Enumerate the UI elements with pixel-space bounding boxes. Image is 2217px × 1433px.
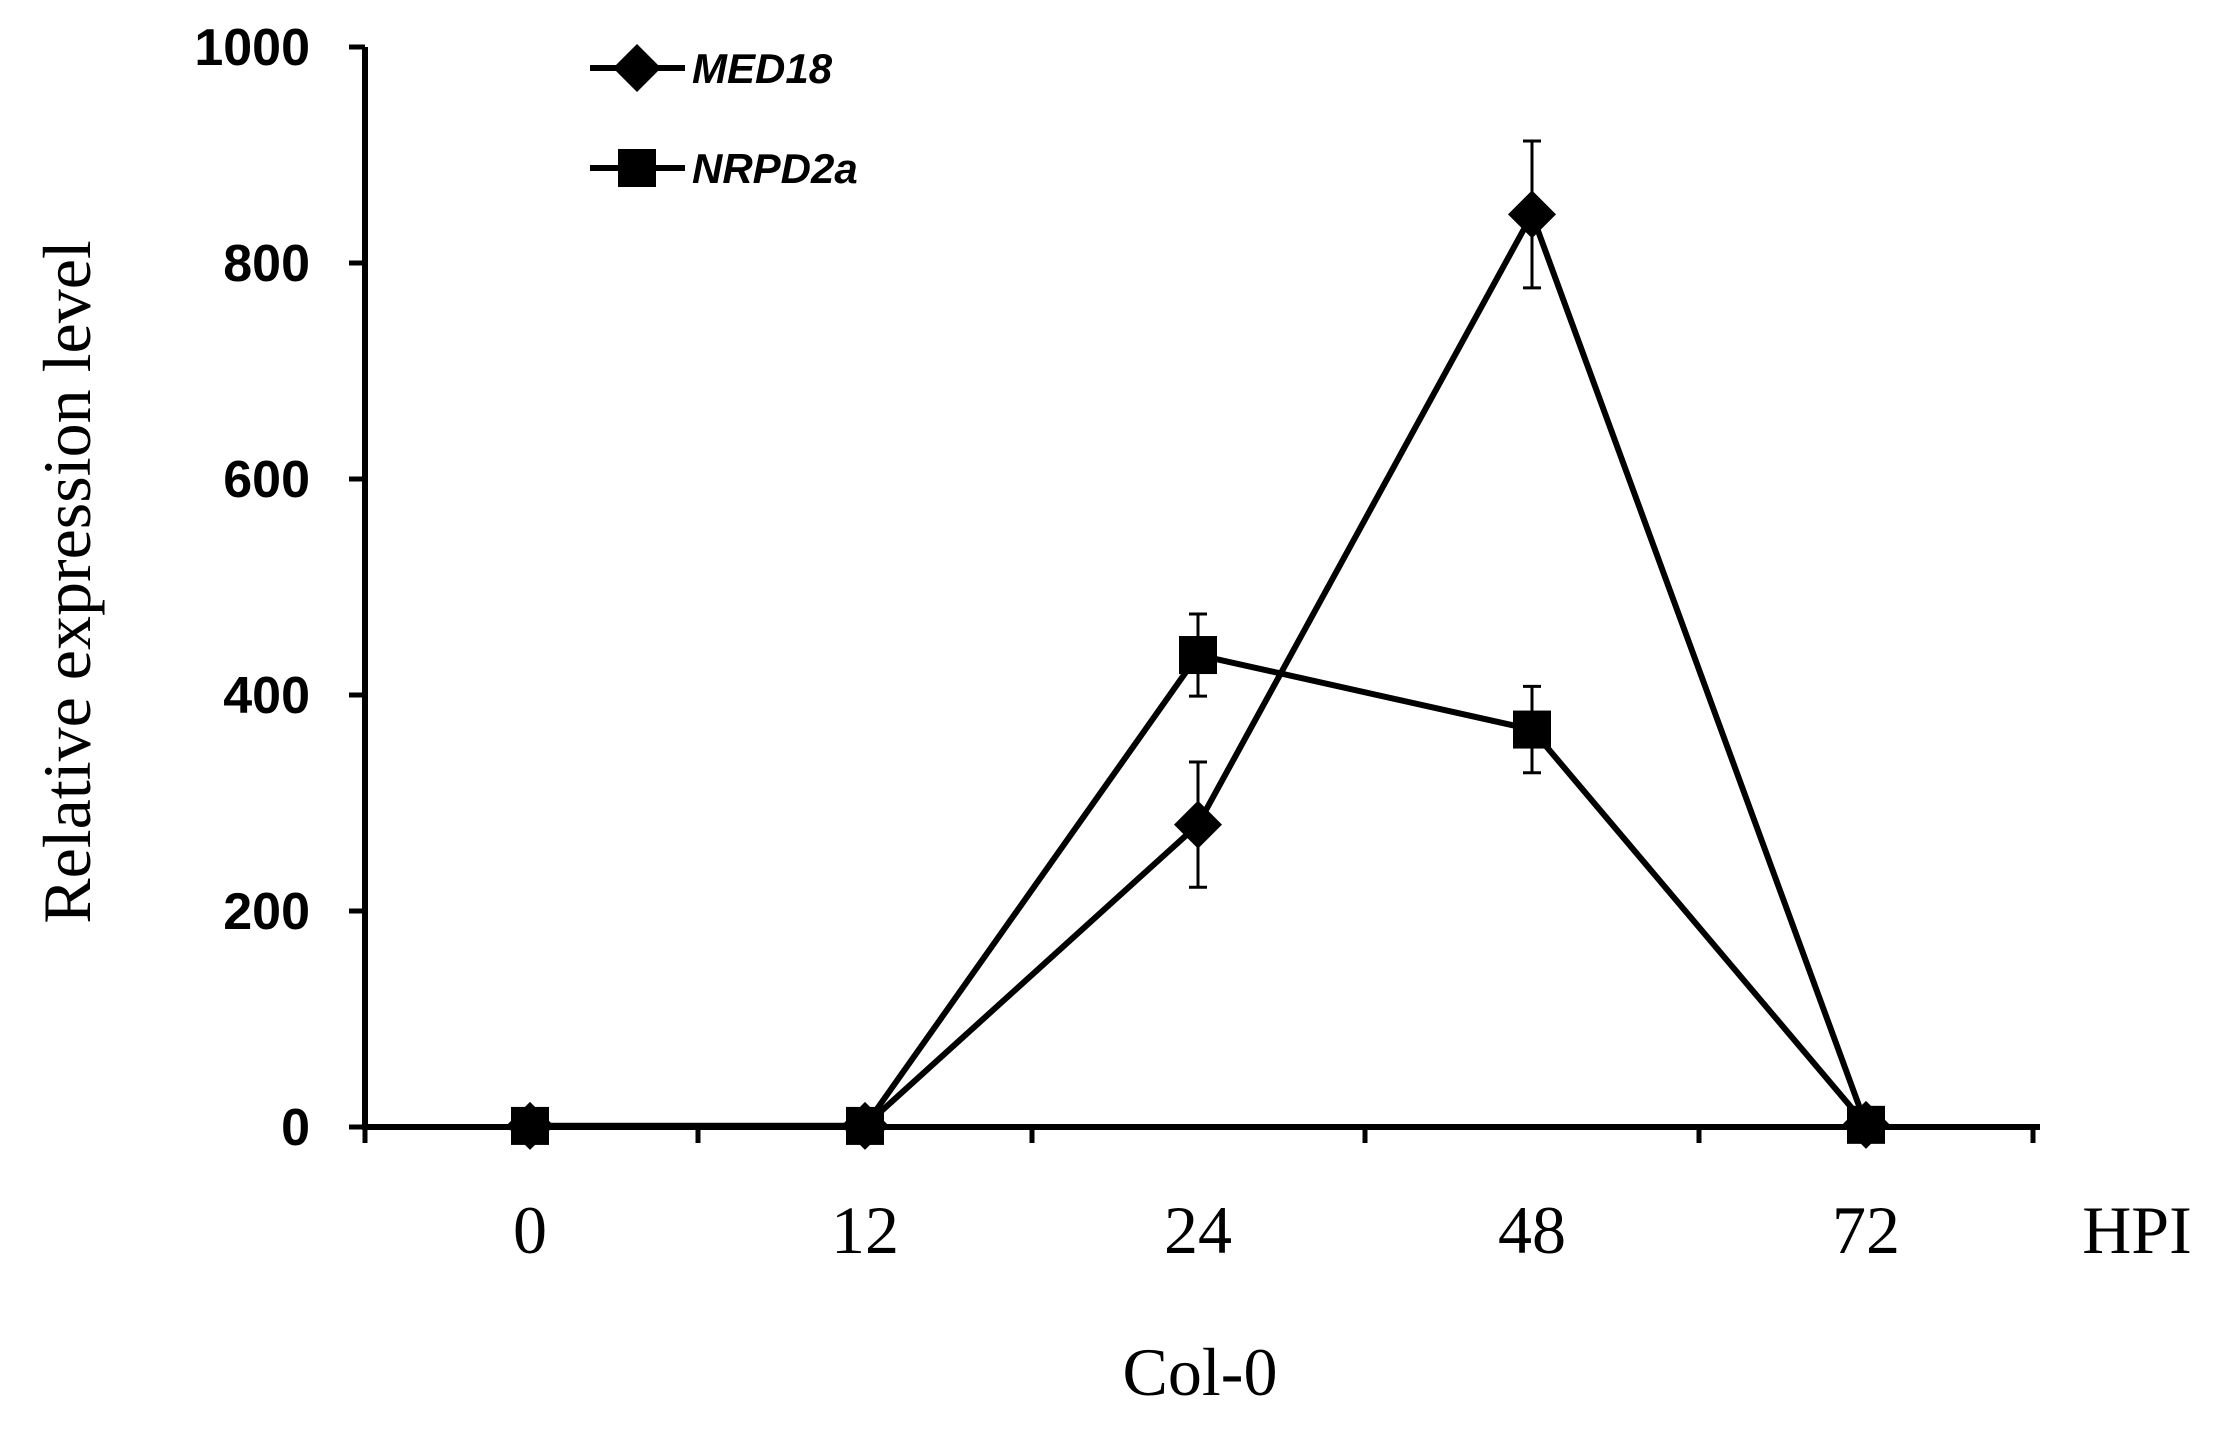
y-tick-label: 800 xyxy=(223,235,310,293)
y-tick-label: 1000 xyxy=(194,19,310,77)
data-point-med18 xyxy=(1508,190,1556,239)
data-point-med18 xyxy=(506,1101,554,1150)
x-tick-labels: 0 12 24 48 72 xyxy=(513,1192,1900,1268)
x-tick-label: 0 xyxy=(513,1192,547,1268)
y-tick-label: 200 xyxy=(223,883,310,941)
x-tick-label: 72 xyxy=(1832,1192,1900,1268)
x-tick-label: 48 xyxy=(1498,1192,1566,1268)
x-axis-label: Col-0 xyxy=(1123,1334,1278,1410)
data-point-med18 xyxy=(1174,800,1222,849)
y-axis-label: Relative expression level xyxy=(29,240,105,924)
data-markers xyxy=(506,190,1890,1150)
y-tick-label: 0 xyxy=(281,1099,310,1157)
data-point-nrpd2a xyxy=(1179,636,1217,675)
legend-marker-med18 xyxy=(613,44,661,92)
data-point-med18 xyxy=(841,1101,889,1150)
x-axis-unit-label: HPI xyxy=(2082,1192,2192,1268)
y-tick-label: 600 xyxy=(223,451,310,509)
axes xyxy=(349,44,2040,1143)
series-line-nrpd2a xyxy=(530,652,1869,1129)
legend: MED18 NRPD2a xyxy=(590,44,858,192)
data-point-med18 xyxy=(1842,1100,1890,1149)
x-tick-label: 24 xyxy=(1164,1192,1232,1268)
legend-label-med18: MED18 xyxy=(692,45,833,92)
legend-marker-nrpd2a xyxy=(618,149,656,187)
legend-label-nrpd2a: NRPD2a xyxy=(692,145,858,192)
data-point-nrpd2a xyxy=(1513,710,1551,749)
y-tick-label: 400 xyxy=(223,667,310,725)
x-tick-label: 12 xyxy=(831,1192,899,1268)
y-tick-labels: 0 200 400 600 800 1000 xyxy=(194,19,310,1157)
